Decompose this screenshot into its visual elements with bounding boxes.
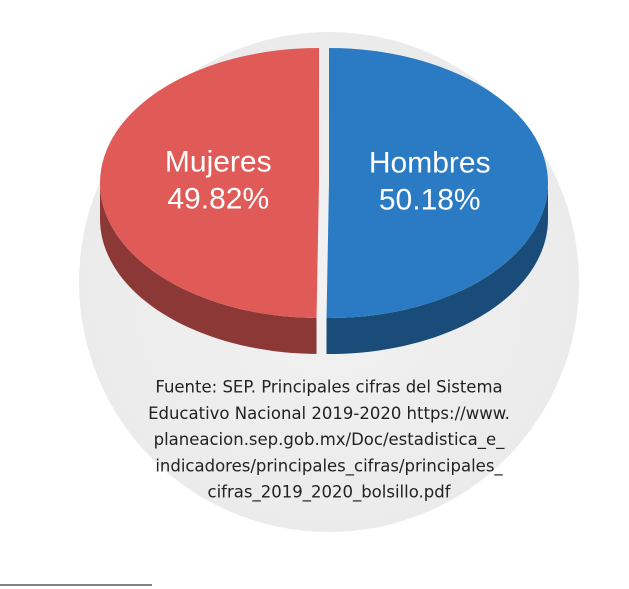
slice-value-label: 49.82% (167, 183, 269, 216)
pie-side (326, 183, 548, 355)
pie-side (100, 182, 317, 354)
slice-value-label: 50.18% (379, 183, 481, 216)
pie-slice (99, 47, 320, 318)
source-line: planeacion.sep.gob.mx/Doc/estadistica_e_ (154, 430, 506, 450)
source-note: Fuente: SEP. Principales cifras del Sist… (148, 378, 510, 503)
pie-slice (326, 48, 548, 319)
source-line: Educativo Nacional 2019-2020 https://www… (148, 404, 510, 423)
source-line: indicadores/principales_cifras/principal… (155, 456, 503, 476)
source-line: cifras_2019_2020_bolsillo.pdf (208, 483, 452, 503)
slice-label: Hombres (369, 146, 491, 179)
pie: Mujeres 49.82% Hombres 50.18% (99, 47, 548, 355)
source-line: Fuente: SEP. Principales cifras del Sist… (155, 378, 502, 397)
slice-label: Mujeres (165, 146, 272, 179)
